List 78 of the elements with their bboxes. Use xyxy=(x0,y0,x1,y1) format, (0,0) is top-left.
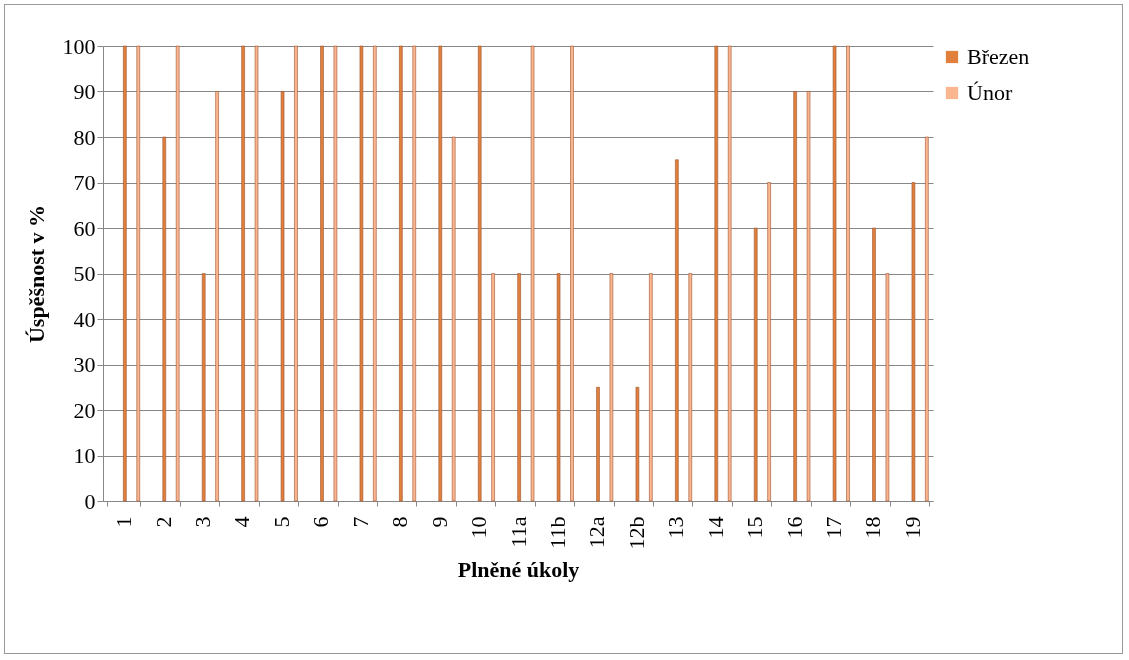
bar xyxy=(832,45,837,502)
x-tick-label: 12b xyxy=(623,516,649,550)
bar xyxy=(320,45,324,502)
y-axis-title: Úspěšnost v % xyxy=(23,204,49,344)
bar xyxy=(635,386,640,502)
y-tick-label: 80 xyxy=(73,124,96,150)
bar xyxy=(254,45,259,502)
x-tick-label: 4 xyxy=(229,516,255,528)
bar xyxy=(491,273,495,502)
bar xyxy=(727,45,732,502)
x-tick-label: 11a xyxy=(505,516,531,548)
y-tick-label: 70 xyxy=(73,170,96,195)
y-tick-label: 20 xyxy=(73,397,96,423)
legend-label: Únor xyxy=(967,80,1013,105)
bar xyxy=(123,45,127,502)
bar xyxy=(517,273,521,502)
y-tick-label: 0 xyxy=(84,488,96,514)
bar xyxy=(911,182,916,502)
x-tick-label: 11b xyxy=(544,516,570,549)
bar xyxy=(925,136,929,502)
bar xyxy=(570,45,574,502)
x-tick-label: 6 xyxy=(308,516,334,528)
x-tick-label: 2 xyxy=(150,516,176,528)
x-tick-label: 10 xyxy=(466,516,492,539)
bar xyxy=(793,91,797,502)
x-tick-label: 5 xyxy=(268,516,294,528)
x-tick-label: 19 xyxy=(899,516,925,539)
bar xyxy=(451,136,456,502)
x-tick-label: 17 xyxy=(820,516,846,539)
bar xyxy=(675,159,679,502)
bar xyxy=(846,45,850,502)
bar xyxy=(333,45,338,502)
bar xyxy=(609,273,614,502)
x-tick-label: 18 xyxy=(860,516,886,539)
bar xyxy=(477,45,482,502)
x-tick-label: 3 xyxy=(190,516,216,528)
x-tick-label: 7 xyxy=(347,516,373,528)
bar xyxy=(885,273,890,502)
x-tick-label: 9 xyxy=(426,516,452,528)
bar xyxy=(175,45,180,502)
bar xyxy=(649,273,653,502)
bar xyxy=(412,45,417,502)
bar xyxy=(399,45,403,502)
bar xyxy=(241,45,245,502)
bar xyxy=(596,386,600,502)
bar xyxy=(767,182,771,502)
x-tick-label: 8 xyxy=(387,516,413,528)
bar xyxy=(872,227,876,502)
x-tick-label: 1 xyxy=(111,516,137,528)
x-tick-label: 16 xyxy=(781,516,807,539)
bar xyxy=(280,91,285,502)
y-tick-label: 40 xyxy=(73,306,96,332)
bar xyxy=(714,45,719,502)
x-tick-label: 12a xyxy=(584,516,610,549)
y-tick-label: 30 xyxy=(73,352,96,377)
x-axis-title: Plněné úkoly xyxy=(457,556,580,582)
bar xyxy=(201,273,206,502)
y-tick-label: 60 xyxy=(73,215,96,241)
x-tick-label: 13 xyxy=(663,516,689,539)
y-tick-label: 50 xyxy=(73,261,96,286)
bar xyxy=(373,45,377,502)
bar xyxy=(136,45,141,502)
bar xyxy=(215,91,219,502)
bar xyxy=(359,45,364,502)
bar xyxy=(806,91,811,502)
y-tick-label: 90 xyxy=(73,79,96,104)
bar xyxy=(438,45,443,502)
y-tick-label: 100 xyxy=(62,33,96,59)
bar xyxy=(688,273,693,502)
y-tick-label: 10 xyxy=(73,443,96,468)
bar xyxy=(294,45,298,502)
bar xyxy=(530,45,535,502)
x-tick-label: 14 xyxy=(702,516,728,539)
bar xyxy=(556,273,561,502)
x-tick-label: 15 xyxy=(742,516,768,539)
bar xyxy=(162,136,167,502)
legend-label: Březen xyxy=(967,44,1030,69)
bar xyxy=(753,227,758,502)
